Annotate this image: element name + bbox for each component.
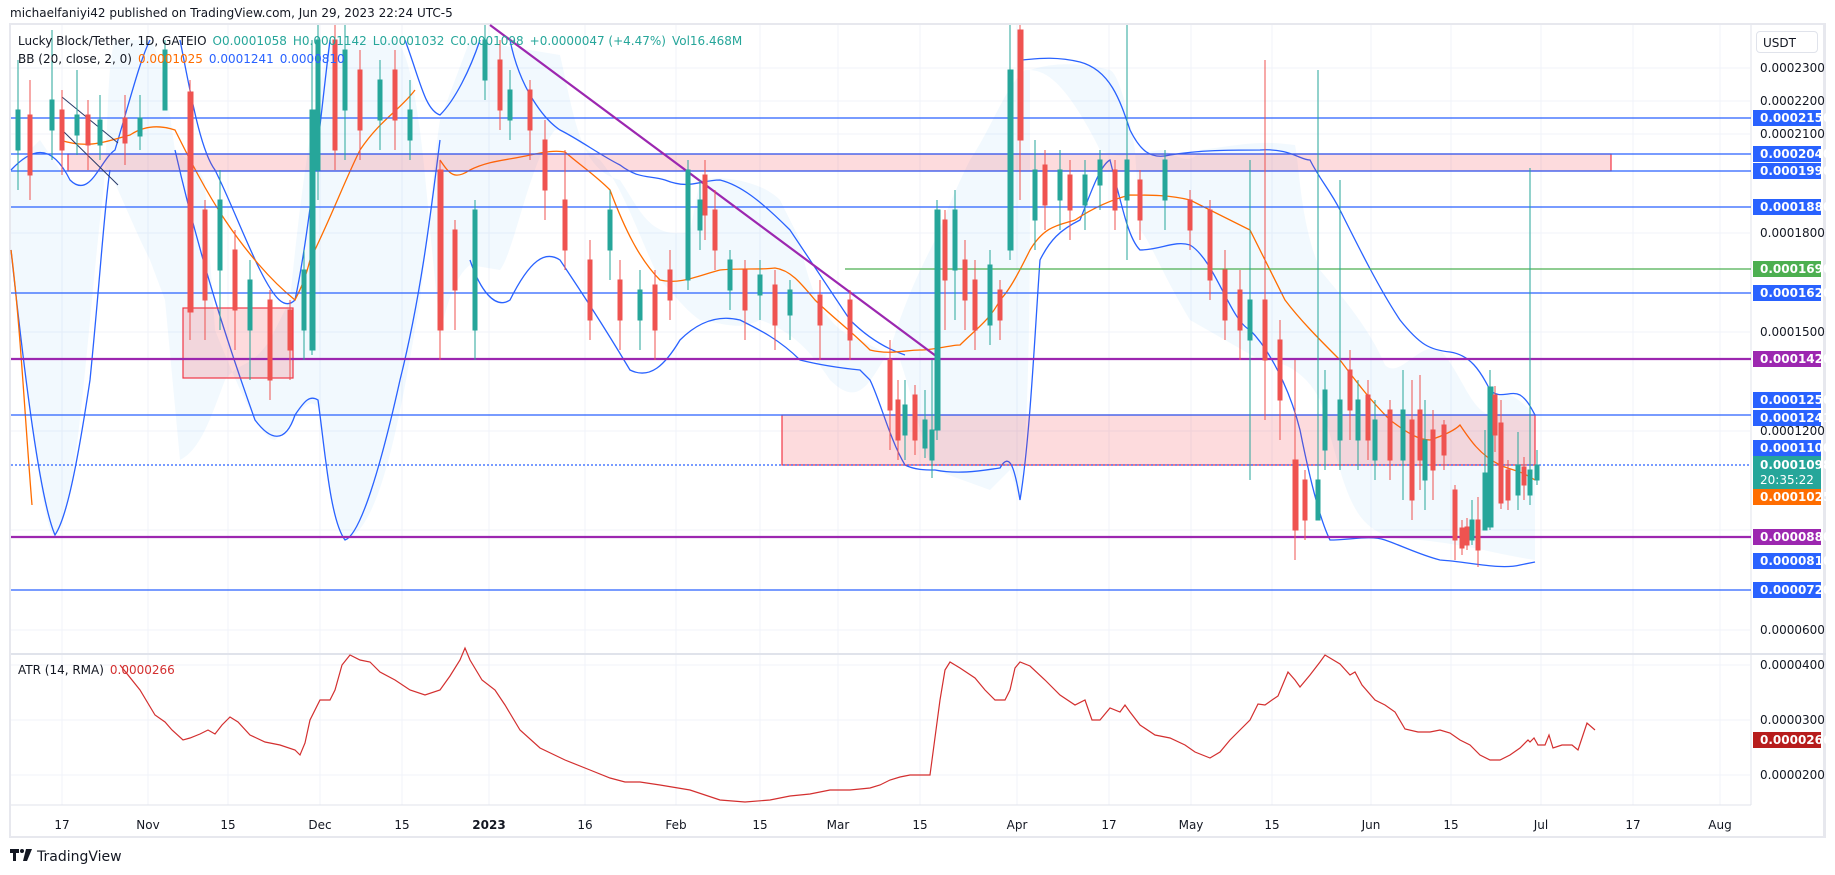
- atr-tick: 0.0000200: [1760, 768, 1825, 782]
- atr-tick: 0.0000400: [1760, 658, 1825, 672]
- last-price-value: 0.0001098: [1760, 458, 1832, 472]
- time-tick: 15: [1264, 818, 1280, 832]
- price-tag-0001880[interactable]: 0.0001880: [1753, 199, 1831, 215]
- atr-value: 0.0000266: [109, 663, 175, 677]
- bb-upper-value: 0.0001241: [208, 52, 274, 66]
- chart-frame: [9, 23, 1826, 838]
- time-tick: Apr: [1006, 818, 1028, 832]
- publish-info: michaelfaniyi42 published on TradingView…: [10, 6, 453, 20]
- bb-legend[interactable]: BB (20, close, 2, 0) 0.0001025 0.0001241 0.…: [18, 52, 351, 66]
- time-tick: Dec: [308, 818, 332, 832]
- time-tick: 17: [54, 818, 70, 832]
- symbol-legend[interactable]: Lucky Block/Tether, 1D, GATEIO O0.0001058…: [18, 34, 748, 48]
- price-tag-bb-basis[interactable]: 0.0001025: [1753, 489, 1831, 505]
- time-tick: May: [1178, 818, 1204, 832]
- time-tick: Jun: [1361, 818, 1381, 832]
- last-price-tag[interactable]: 0.0001098 20:35:22: [1753, 456, 1832, 490]
- time-tick: 15: [912, 818, 928, 832]
- price-tick: 0.0001200: [1760, 424, 1825, 438]
- price-tick: 0.0002200: [1760, 94, 1825, 108]
- resistance-zone-top[interactable]: [67, 153, 1612, 172]
- footer-brand[interactable]: TradingView: [10, 849, 122, 865]
- legend-close: C0.0001098: [450, 34, 524, 48]
- time-tick: Feb: [665, 818, 687, 832]
- symbol-name: Lucky Block/Tether, 1D, GATEIO: [18, 34, 207, 48]
- legend-volume: Vol16.468M: [671, 34, 743, 48]
- price-tag-0002040[interactable]: 0.0002040: [1753, 146, 1831, 162]
- currency-button[interactable]: USDT: [1756, 31, 1818, 53]
- time-tick: 15: [752, 818, 768, 832]
- price-tag-0000720[interactable]: 0.0000720: [1753, 582, 1831, 598]
- candles: [15, 25, 1540, 567]
- time-tick: Aug: [1708, 818, 1732, 832]
- bollinger-lower-band: [10, 139, 1536, 568]
- bar-countdown: 20:35:22: [1760, 473, 1814, 487]
- price-tag-0002150[interactable]: 0.0002150: [1753, 110, 1831, 126]
- legend-change: +0.0000047 (+4.47%): [529, 34, 666, 48]
- bollinger-upper-band: [10, 39, 1536, 416]
- time-tick: 17: [1101, 818, 1117, 832]
- price-tag-0001250[interactable]: 0.0001250: [1753, 392, 1831, 408]
- price-tag-bb-upper[interactable]: 0.0001241: [1753, 410, 1831, 426]
- price-tag-0000880[interactable]: 0.0000880: [1753, 529, 1831, 545]
- atr-tick: 0.0000300: [1760, 713, 1825, 727]
- price-tick: 0.0001500: [1760, 325, 1825, 339]
- time-tick: Nov: [136, 818, 160, 832]
- price-tick: 0.0002300: [1760, 61, 1825, 75]
- bb-label: BB (20, close, 2, 0): [18, 52, 132, 66]
- bb-basis-value: 0.0001025: [137, 52, 203, 66]
- time-tick: 15: [394, 818, 410, 832]
- legend-low: L0.0001032: [372, 34, 445, 48]
- price-tag-0001990[interactable]: 0.0001990: [1753, 163, 1831, 179]
- atr-line: [119, 646, 1596, 803]
- atr-value-tag[interactable]: 0.0000266: [1753, 732, 1831, 748]
- price-tick: 0.0002100: [1760, 127, 1825, 141]
- price-tick: 0.0000600: [1760, 623, 1825, 637]
- atr-label: ATR (14, RMA): [18, 663, 104, 677]
- atr-legend[interactable]: ATR (14, RMA) 0.0000266: [18, 663, 181, 677]
- legend-open: O0.0001058: [212, 34, 287, 48]
- price-tag-0001100[interactable]: 0.0001100: [1753, 440, 1831, 456]
- tradingview-logo-icon: [10, 849, 32, 865]
- time-tick: 2023: [472, 818, 506, 832]
- price-tag-0001690[interactable]: 0.0001690: [1753, 261, 1831, 277]
- time-tick: 16: [577, 818, 593, 832]
- time-tick: 15: [220, 818, 236, 832]
- time-tick: Mar: [826, 818, 850, 832]
- bb-lower-value: 0.0000810: [279, 52, 345, 66]
- time-tick: 17: [1625, 818, 1641, 832]
- brand-name: TradingView: [37, 849, 122, 865]
- time-tick: 15: [1443, 818, 1459, 832]
- time-tick: Jul: [1533, 818, 1549, 832]
- price-tag-bb-lower[interactable]: 0.0000810: [1753, 553, 1831, 569]
- demand-zone-nov[interactable]: [182, 307, 294, 379]
- price-tick: 0.0001800: [1760, 226, 1825, 240]
- price-tag-0001420[interactable]: 0.0001420: [1753, 351, 1831, 367]
- legend-high: H0.0001142: [292, 34, 367, 48]
- price-tag-0001620[interactable]: 0.0001620: [1753, 285, 1831, 301]
